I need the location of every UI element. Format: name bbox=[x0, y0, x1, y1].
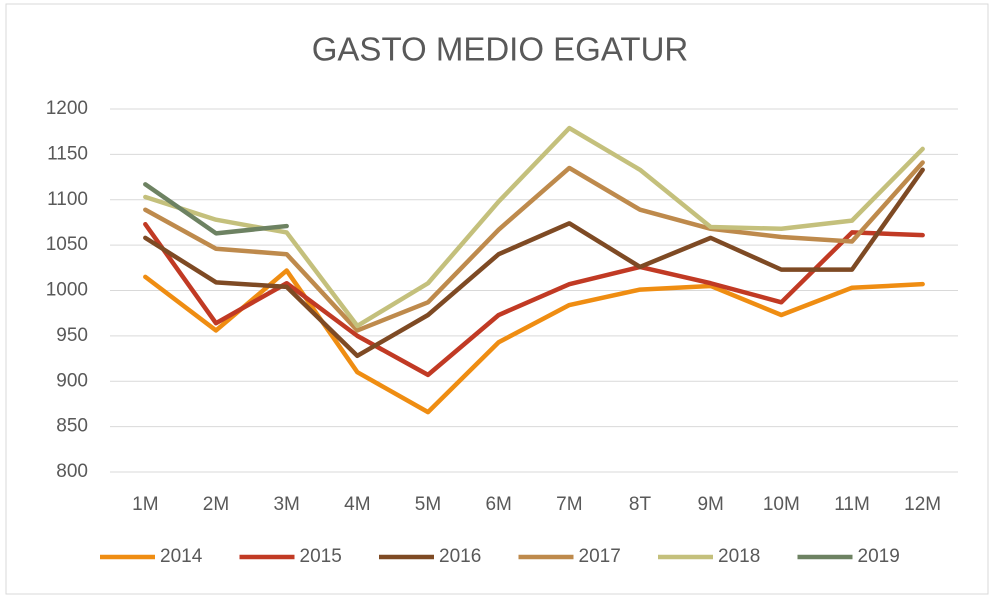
y-tick-label: 1000 bbox=[46, 280, 88, 301]
series-line bbox=[143, 125, 925, 329]
legend-label: 2019 bbox=[858, 546, 900, 567]
y-tick-label: 900 bbox=[56, 370, 88, 391]
x-tick-label: 1M bbox=[132, 494, 158, 515]
y-tick-label: 850 bbox=[56, 416, 88, 437]
series-line bbox=[143, 268, 925, 415]
y-tick-label: 950 bbox=[56, 325, 88, 346]
y-tick-label: 1100 bbox=[47, 189, 88, 210]
x-tick-label: 12M bbox=[904, 494, 941, 515]
chart-title: GASTO MEDIO EGATUR bbox=[312, 31, 689, 68]
x-tick-label: 7M bbox=[556, 494, 582, 515]
y-tick-label: 1200 bbox=[46, 98, 88, 119]
legend-label: 2016 bbox=[439, 546, 481, 567]
legend-label: 2018 bbox=[718, 546, 760, 567]
legend-label: 2014 bbox=[160, 546, 203, 567]
y-tick-label: 1150 bbox=[47, 143, 88, 164]
series-line bbox=[143, 222, 925, 378]
series-line bbox=[143, 167, 925, 359]
x-tick-label: 2M bbox=[203, 494, 229, 515]
x-tick-label: 3M bbox=[273, 494, 299, 515]
x-tick-label: 8T bbox=[629, 494, 652, 515]
x-tick-label: 6M bbox=[485, 494, 511, 515]
x-tick-label: 5M bbox=[415, 494, 441, 515]
legend-label: 2015 bbox=[300, 546, 342, 567]
y-tick-label: 800 bbox=[56, 461, 88, 482]
legend-label: 2017 bbox=[579, 546, 621, 567]
x-tick-label: 4M bbox=[344, 494, 370, 515]
series-line bbox=[143, 160, 925, 333]
series-line bbox=[143, 182, 289, 236]
x-tick-label: 10M bbox=[763, 494, 800, 515]
x-tick-label: 11M bbox=[834, 494, 870, 515]
y-tick-label: 1050 bbox=[46, 234, 88, 255]
x-tick-label: 9M bbox=[697, 494, 723, 515]
